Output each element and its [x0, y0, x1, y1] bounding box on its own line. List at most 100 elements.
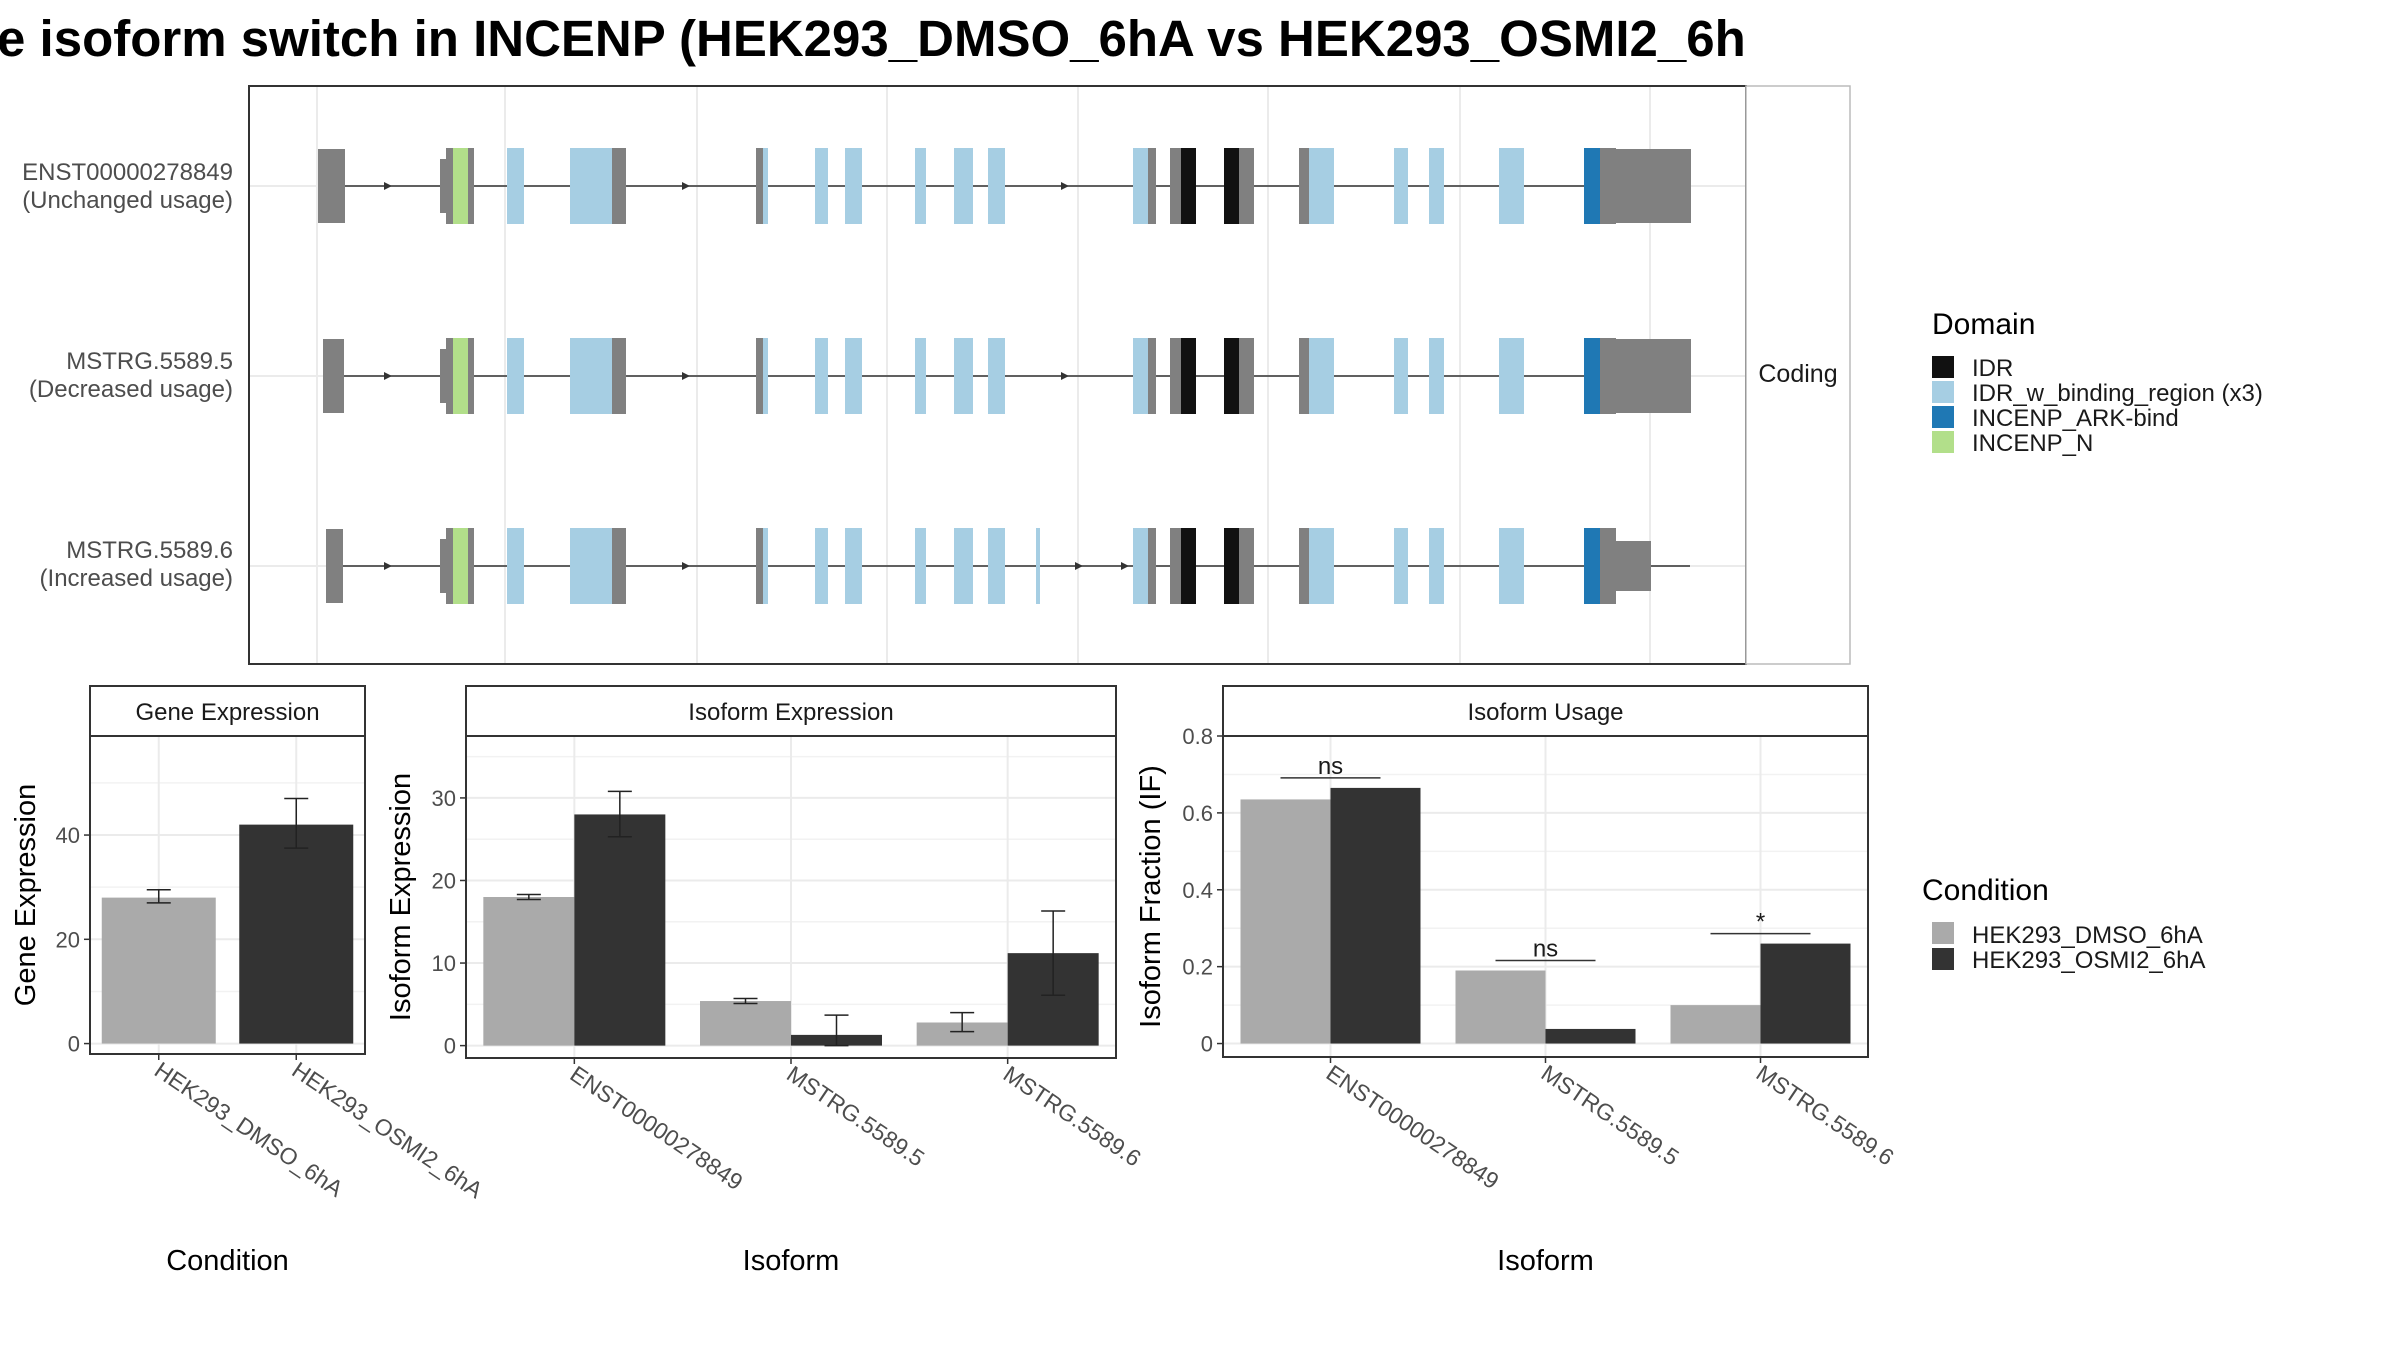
error-bar: [516, 893, 541, 901]
bar-HEK293_OSMI2_6hA-MSTRG.5589.6: [1760, 943, 1851, 1044]
error-bar: [284, 797, 309, 849]
error-bar: [607, 790, 632, 838]
exon-block: [1429, 338, 1444, 414]
exon-block: [915, 148, 926, 224]
exon-block: [1499, 338, 1524, 414]
exon-block: [756, 148, 763, 224]
x-axis-label: Condition: [166, 1245, 289, 1277]
transcript-label-3-id: MSTRG.5589.6: [66, 537, 233, 564]
exon-block: [845, 148, 862, 224]
exon-block: [1224, 148, 1239, 224]
y-tick-label: 10: [432, 951, 456, 976]
significance-label: ns: [1533, 936, 1558, 963]
condition-legend: Condition HEK293_DMSO_6hA HEK293_OSMI2_6…: [1922, 874, 2205, 974]
exon-block: [446, 528, 453, 604]
exon-block: [845, 528, 862, 604]
x-tick-label: MSTRG.5589.5: [782, 1061, 929, 1172]
exon-block: [453, 528, 468, 604]
transcript-label-1-usage: (Unchanged usage): [22, 187, 233, 214]
exon-block: [815, 528, 828, 604]
exon-block: [1600, 148, 1616, 224]
exon-block: [507, 528, 524, 604]
exon-block: [1584, 338, 1600, 414]
legend-label-idr-binding: IDR_w_binding_region (x3): [1972, 380, 2263, 407]
exon-block: [507, 338, 524, 414]
exon-block: [440, 539, 446, 593]
chart-title: Isoform Expression: [688, 699, 893, 726]
exon-block: [1181, 338, 1196, 414]
coding-strip-label: Coding: [1758, 360, 1837, 388]
strand-arrow: [682, 562, 690, 570]
isoform-usage-chart: 0 0.2 0.4 0.6 0.8 ns ENST00000278849 ns MSTRG.55…: [1135, 685, 1899, 1277]
exon-block: [1239, 148, 1254, 224]
exon-block: [1224, 528, 1239, 604]
strand-arrow: [1061, 372, 1069, 380]
exon-block: [446, 148, 453, 224]
y-tick-label: 0.4: [1182, 878, 1213, 903]
condition-legend-title: Condition: [1922, 874, 2049, 907]
exon-block: [453, 338, 468, 414]
exon-block: [1499, 528, 1524, 604]
transcript-tracks: [318, 148, 1691, 604]
exon-block: [468, 338, 474, 414]
bar-HEK293_OSMI2_6hA-MSTRG.5589.5: [1545, 1028, 1636, 1044]
exon-block: [815, 338, 828, 414]
y-axis-label: Isoform Expression: [385, 773, 417, 1021]
exon-block: [1133, 528, 1148, 604]
y-tick-label: 0.2: [1182, 955, 1213, 980]
error-bar: [733, 997, 758, 1005]
exon-block: [446, 338, 453, 414]
x-axis-label: Isoform: [1497, 1245, 1594, 1277]
exon-block: [988, 528, 1005, 604]
exon-block: [954, 338, 973, 414]
exon-block: [1170, 528, 1181, 604]
error-bar: [824, 1014, 849, 1047]
exon-block: [763, 528, 768, 604]
bar-HEK293_DMSO_6hA-MSTRG.5589.6: [1670, 1005, 1761, 1044]
transcript-structure-panel: Coding ENST00000278849 (Unchanged usage)…: [22, 85, 1851, 665]
legend-label-idr: IDR: [1972, 355, 2013, 382]
bar-HEK293_DMSO_6hA-MSTRG.5589.6: [916, 1022, 1008, 1046]
legend-key-dmso: [1932, 922, 1954, 944]
exon-block: [988, 338, 1005, 414]
y-axis-label: Isoform Fraction (IF): [1135, 765, 1167, 1028]
transcript-track-2: [323, 338, 1691, 414]
exon-block: [1148, 528, 1156, 604]
bar-HEK293_OSMI2_6hA-ENST00000278849: [1330, 787, 1421, 1044]
strand-arrow: [1061, 182, 1069, 190]
exon-block: [1299, 338, 1309, 414]
exon-block: [570, 148, 612, 224]
exon-block: [1133, 338, 1148, 414]
exon-block: [1239, 528, 1254, 604]
strand-arrow: [682, 182, 690, 190]
transcript-track-1: [318, 148, 1691, 224]
exon-block: [1584, 528, 1600, 604]
exon-block: [1239, 338, 1254, 414]
exon-block: [1429, 148, 1444, 224]
exon-block: [507, 148, 524, 224]
exon-block: [570, 528, 612, 604]
bar-HEK293_DMSO_6hA-ENST00000278849: [483, 897, 575, 1046]
exon-block: [1600, 338, 1616, 414]
exon-utr: [318, 149, 345, 223]
y-tick-label: 0.6: [1182, 801, 1213, 826]
y-tick-label: 20: [432, 868, 456, 893]
exon-block: [1394, 528, 1408, 604]
exon-block: [1133, 148, 1148, 224]
exon-utr-tail: [1616, 339, 1691, 413]
legend-label-ark-bind: INCENP_ARK-bind: [1972, 405, 2179, 432]
strand-arrow: [682, 372, 690, 380]
y-tick-label: 0: [1201, 1032, 1213, 1057]
strand-arrow: [384, 372, 392, 380]
domain-legend-title: Domain: [1932, 308, 2035, 341]
y-tick-label: 0: [68, 1032, 80, 1057]
exon-block: [845, 338, 862, 414]
exon-block: [1170, 148, 1181, 224]
strand-arrow: [1121, 562, 1129, 570]
legend-key-incenp-n: [1932, 431, 1954, 453]
x-tick-label: ENST00000278849: [566, 1061, 748, 1196]
exon-block: [756, 528, 763, 604]
facet-strip: [465, 685, 1117, 737]
transcript-label-3-usage: (Increased usage): [40, 565, 233, 592]
